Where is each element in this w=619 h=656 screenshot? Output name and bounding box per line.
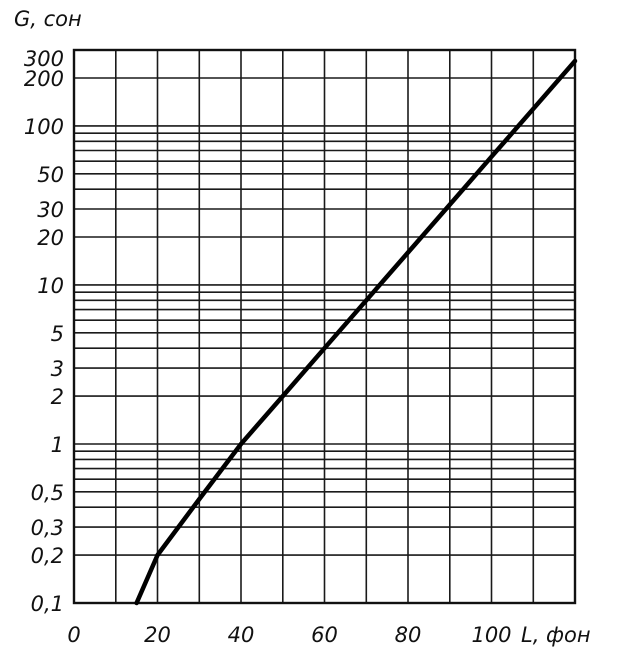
y-tick-label: 100 — [24, 115, 64, 139]
x-tick-labels: 0 20 40 60 80 100 — [67, 623, 511, 647]
vertical-grid — [115, 50, 535, 603]
x-tick-label: 60 — [311, 623, 338, 647]
plot-frame — [72, 48, 577, 605]
y-tick-label: 30 — [37, 198, 64, 222]
y-tick-label: 3 — [51, 357, 64, 381]
x-axis-label: L, фон — [521, 623, 591, 647]
y-tick-label: 10 — [37, 274, 64, 298]
y-tick-label: 0,1 — [31, 592, 64, 616]
y-tick-label: 0,2 — [31, 544, 64, 568]
y-tick-label: 200 — [24, 67, 64, 91]
x-tick-label: 40 — [228, 623, 255, 647]
y-tick-label: 5 — [51, 322, 64, 346]
x-tick-label: 100 — [471, 623, 511, 647]
y-tick-label: 300 — [24, 47, 64, 71]
y-tick-label: 20 — [37, 226, 64, 250]
loudness-curve — [134, 58, 578, 606]
y-axis-label: G, сон — [14, 7, 82, 31]
x-tick-label: 20 — [144, 623, 171, 647]
y-tick-label: 50 — [37, 163, 64, 187]
y-tick-label: 2 — [51, 385, 64, 409]
y-tick-label: 0,5 — [31, 481, 64, 505]
x-tick-label: 0 — [67, 623, 80, 647]
y-tick-label: 0,3 — [31, 516, 64, 540]
x-tick-label: 80 — [395, 623, 422, 647]
y-tick-label: 1 — [51, 433, 64, 457]
